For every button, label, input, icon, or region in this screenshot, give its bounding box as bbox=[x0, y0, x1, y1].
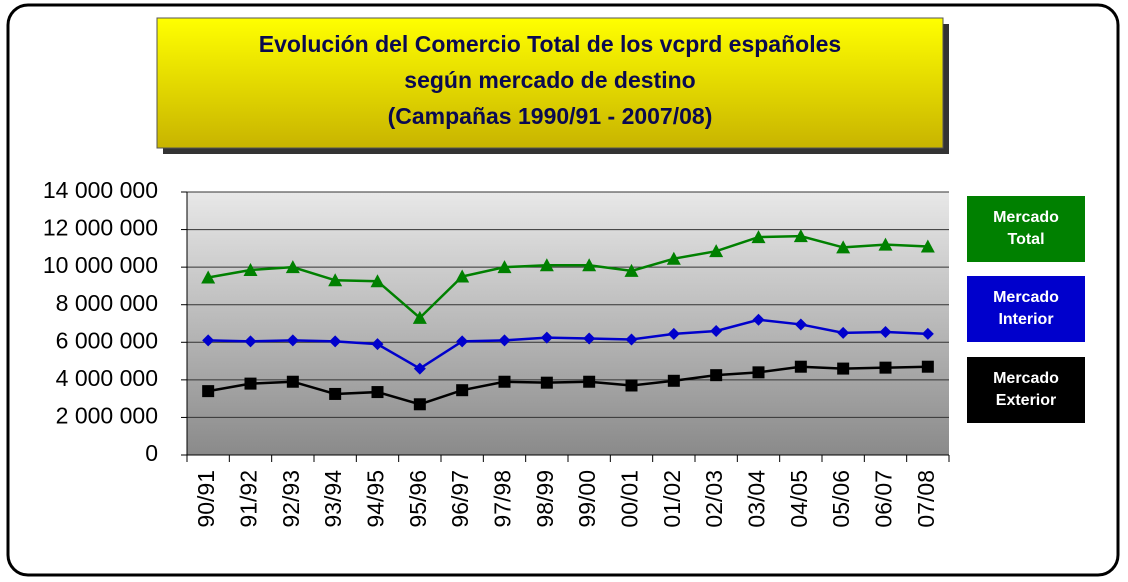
marker bbox=[836, 240, 851, 254]
marker bbox=[752, 366, 765, 379]
marker bbox=[371, 338, 384, 351]
x-tick-label: 94/95 bbox=[363, 470, 389, 528]
marker bbox=[583, 375, 596, 388]
marker bbox=[286, 334, 299, 347]
x-tick-label: 00/01 bbox=[617, 470, 643, 528]
marker bbox=[285, 260, 300, 274]
x-tick-label: 92/93 bbox=[278, 470, 304, 528]
y-tick-label: 4 000 000 bbox=[56, 365, 158, 391]
x-tick-label: 97/98 bbox=[490, 470, 516, 528]
marker bbox=[920, 239, 935, 253]
marker bbox=[752, 313, 765, 326]
marker bbox=[583, 332, 596, 345]
marker bbox=[328, 273, 343, 287]
y-tick-label: 2 000 000 bbox=[56, 403, 158, 429]
legend-entry: Mercado Interior bbox=[967, 276, 1085, 342]
marker bbox=[793, 229, 808, 243]
x-tick-label: 03/04 bbox=[744, 470, 770, 528]
chart-title: Evolución del Comercio Total de los vcpr… bbox=[259, 31, 841, 57]
y-tick-label: 0 bbox=[145, 440, 158, 466]
x-tick-label: 02/03 bbox=[701, 470, 727, 528]
marker bbox=[413, 362, 426, 375]
marker bbox=[879, 325, 892, 338]
marker bbox=[582, 258, 597, 272]
marker bbox=[286, 375, 299, 388]
legend-entry: Mercado Total bbox=[967, 196, 1085, 262]
x-tick-label: 04/05 bbox=[786, 470, 812, 528]
marker bbox=[201, 270, 216, 284]
marker bbox=[921, 327, 934, 340]
marker bbox=[710, 369, 723, 382]
series-line bbox=[208, 318, 928, 371]
marker bbox=[244, 335, 257, 348]
marker bbox=[794, 318, 807, 331]
marker bbox=[710, 325, 723, 338]
marker bbox=[412, 310, 427, 324]
marker bbox=[666, 251, 681, 265]
marker bbox=[497, 260, 512, 274]
marker bbox=[921, 360, 934, 373]
marker bbox=[794, 360, 807, 373]
plot-area bbox=[187, 192, 949, 455]
y-tick-label: 14 000 000 bbox=[43, 177, 158, 203]
y-tick-label: 10 000 000 bbox=[43, 252, 158, 278]
marker bbox=[202, 385, 215, 398]
x-tick-label: 07/08 bbox=[913, 470, 939, 528]
chart-title: según mercado de destino bbox=[404, 67, 695, 93]
marker bbox=[498, 375, 511, 388]
marker bbox=[667, 374, 680, 387]
marker bbox=[498, 334, 511, 347]
marker bbox=[371, 386, 384, 399]
series-line bbox=[207, 234, 928, 320]
marker bbox=[540, 376, 553, 389]
marker bbox=[667, 327, 680, 340]
marker bbox=[455, 269, 470, 283]
marker bbox=[370, 274, 385, 288]
marker bbox=[709, 244, 724, 258]
marker bbox=[539, 258, 554, 272]
x-tick-label: 91/92 bbox=[236, 470, 262, 528]
marker bbox=[413, 398, 426, 411]
chart-title: (Campañas 1990/91 - 2007/08) bbox=[388, 103, 713, 129]
x-tick-label: 96/97 bbox=[447, 470, 473, 528]
marker bbox=[837, 362, 850, 375]
y-tick-label: 12 000 000 bbox=[43, 215, 158, 241]
marker bbox=[329, 335, 342, 348]
x-tick-label: 95/96 bbox=[405, 470, 431, 528]
marker bbox=[751, 230, 766, 244]
x-tick-label: 99/00 bbox=[574, 470, 600, 528]
marker bbox=[456, 384, 469, 397]
series-line bbox=[207, 365, 928, 406]
x-tick-label: 98/99 bbox=[532, 470, 558, 528]
marker bbox=[540, 331, 553, 344]
marker bbox=[456, 335, 469, 348]
x-tick-label: 06/07 bbox=[871, 470, 897, 528]
marker bbox=[837, 326, 850, 339]
marker bbox=[878, 237, 893, 251]
x-tick-label: 05/06 bbox=[828, 470, 854, 528]
marker bbox=[625, 379, 638, 392]
x-tick-label: 90/91 bbox=[193, 470, 219, 528]
legend-entry: Mercado Exterior bbox=[967, 357, 1085, 423]
y-tick-label: 6 000 000 bbox=[56, 327, 158, 353]
marker bbox=[244, 377, 257, 390]
marker bbox=[624, 263, 639, 277]
marker bbox=[202, 334, 215, 347]
y-tick-label: 8 000 000 bbox=[56, 290, 158, 316]
title-box bbox=[156, 17, 944, 149]
marker bbox=[879, 361, 892, 374]
marker bbox=[243, 262, 258, 276]
marker bbox=[329, 387, 342, 400]
x-tick-label: 93/94 bbox=[320, 470, 346, 528]
marker bbox=[625, 333, 638, 346]
x-tick-label: 01/02 bbox=[659, 470, 685, 528]
